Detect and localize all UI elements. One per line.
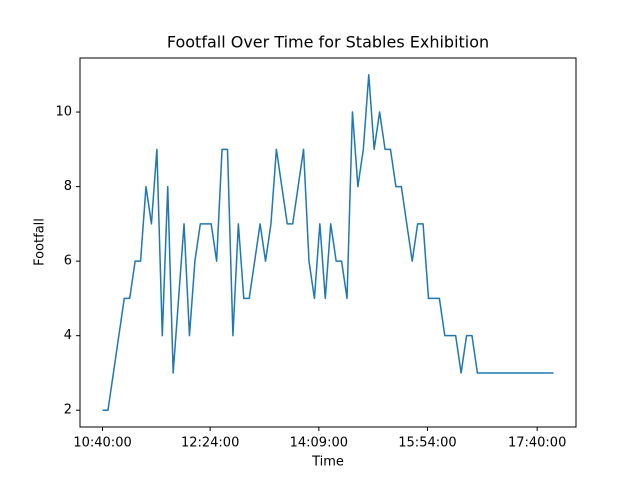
chart-title: Footfall Over Time for Stables Exhibitio… xyxy=(167,33,489,52)
x-axis-label: Time xyxy=(311,455,344,470)
x-tick-label: 14:09:00 xyxy=(290,436,348,451)
line xyxy=(102,74,554,411)
y-tick-label: 8 xyxy=(64,179,72,194)
x-tick-label: 10:40:00 xyxy=(73,436,131,451)
x-tick-label: 15:54:00 xyxy=(398,436,456,451)
y-tick-label: 10 xyxy=(55,105,72,120)
y-axis-label: Footfall xyxy=(33,218,48,266)
x-tick-label: 17:40:00 xyxy=(508,436,566,451)
y-tick-label: 6 xyxy=(64,254,72,269)
plot-frame xyxy=(79,57,577,428)
x-tick-label: 12:24:00 xyxy=(181,436,239,451)
y-tick-label: 4 xyxy=(64,328,72,343)
y-tick-label: 2 xyxy=(64,403,72,418)
